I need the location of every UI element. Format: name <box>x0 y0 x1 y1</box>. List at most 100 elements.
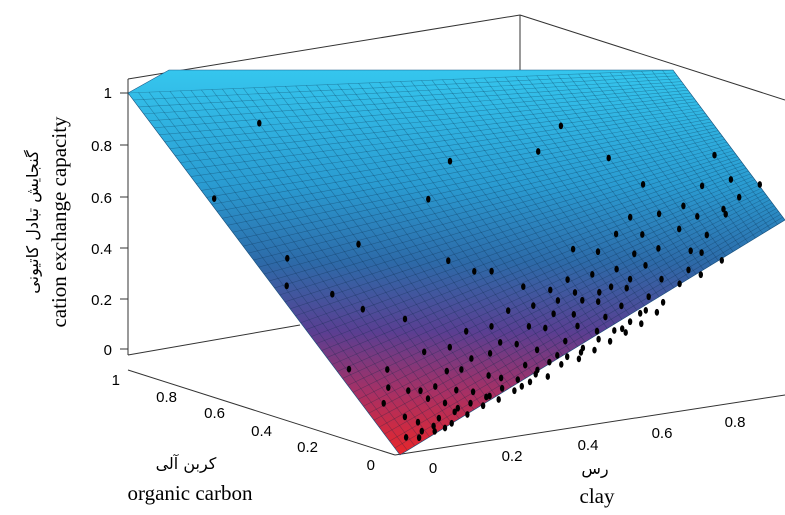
mesh-line <box>557 74 704 270</box>
data-point <box>624 284 629 292</box>
data-point <box>606 154 611 162</box>
mesh-line <box>264 87 497 397</box>
x-axis: 0 0.2 0.4 0.6 0.8 <box>429 414 746 477</box>
data-point <box>656 210 662 218</box>
mesh-line <box>138 75 678 108</box>
data-point <box>498 374 504 382</box>
mesh-line <box>326 84 541 370</box>
data-point <box>523 361 528 369</box>
mesh-line <box>201 89 453 424</box>
data-point <box>444 367 449 375</box>
data-point <box>496 396 501 403</box>
data-point <box>531 302 536 309</box>
data-point <box>545 373 550 380</box>
data-point <box>486 372 491 379</box>
mesh-line <box>494 77 660 298</box>
data-point <box>575 322 580 330</box>
mesh-line <box>347 190 764 386</box>
mesh-line <box>237 130 719 240</box>
data-point <box>580 344 586 352</box>
data-point <box>514 340 519 348</box>
data-point <box>646 293 651 301</box>
mesh-line <box>180 98 695 163</box>
z-tick-label: 0.8 <box>91 138 112 155</box>
data-point <box>468 399 473 407</box>
data-point <box>627 318 633 326</box>
mesh-line <box>363 199 771 407</box>
z-tick-label: 0 <box>104 342 112 359</box>
mesh-line <box>588 73 727 257</box>
data-point <box>659 275 664 283</box>
mesh-line <box>284 86 512 388</box>
data-point <box>639 320 644 328</box>
data-point <box>487 392 492 400</box>
x-tick-label: 0 <box>429 460 437 477</box>
y-tick-label: 0.4 <box>251 423 272 440</box>
mesh-line <box>609 72 741 248</box>
mesh-line <box>216 118 710 212</box>
mesh-line <box>316 84 534 374</box>
mesh-line <box>154 84 684 129</box>
data-point <box>512 387 517 395</box>
data-point <box>686 266 691 274</box>
mesh-line <box>305 85 527 379</box>
data-point <box>660 298 666 306</box>
data-point <box>698 271 703 279</box>
mesh-line <box>222 88 467 415</box>
z-axis-label-fa: گنجایش تبادل کاتیونی <box>23 150 43 294</box>
mesh-line <box>159 91 423 442</box>
data-point <box>536 148 541 155</box>
z-tick-label: 0.2 <box>91 292 112 309</box>
mesh-line <box>164 89 689 143</box>
data-point <box>498 339 503 346</box>
z-axis-label: cation exchange capacity <box>47 116 71 328</box>
data-point <box>643 262 648 269</box>
data-point <box>484 393 489 401</box>
z-axis: 1 0.8 0.6 0.4 0.2 0 <box>91 85 128 359</box>
data-point <box>555 352 560 359</box>
mesh-line <box>358 196 768 400</box>
x-tick-label: 0.4 <box>578 437 599 454</box>
data-point <box>356 240 361 248</box>
mesh-line <box>316 173 751 344</box>
data-point <box>425 395 431 402</box>
data-point <box>433 383 438 390</box>
data-point <box>447 157 453 165</box>
y-tick-label: 0.8 <box>156 389 177 406</box>
mesh-line <box>358 83 564 356</box>
mesh-line <box>138 92 408 451</box>
data-point <box>619 302 624 310</box>
x-tick-label: 0.8 <box>725 414 746 431</box>
data-point <box>565 353 570 361</box>
data-point <box>632 250 637 258</box>
data-point <box>563 337 568 345</box>
data-point <box>415 418 421 426</box>
data-point <box>681 202 686 210</box>
mesh-line <box>279 153 736 296</box>
mesh-line <box>232 88 475 410</box>
data-point <box>521 283 526 290</box>
mesh-line <box>378 208 777 428</box>
mesh-line <box>274 150 734 289</box>
axes-box <box>127 14 785 456</box>
data-point <box>402 413 408 421</box>
data-point <box>465 411 470 418</box>
mesh-line <box>243 87 482 406</box>
data-point <box>571 311 576 318</box>
mesh-line <box>452 79 630 316</box>
mesh-line <box>295 162 743 317</box>
mesh-line <box>211 89 460 420</box>
data-point <box>592 346 597 354</box>
data-point <box>212 195 217 203</box>
data-point <box>416 434 422 442</box>
y-axis-label-fa: کربن آلی <box>156 454 217 474</box>
data-point <box>723 210 728 218</box>
data-point <box>603 313 608 321</box>
mesh-line <box>128 92 401 455</box>
mesh-line <box>567 74 712 266</box>
mesh-line <box>526 76 682 284</box>
data-point <box>526 323 532 330</box>
data-point <box>489 267 494 275</box>
data-point <box>548 286 553 294</box>
data-point <box>470 388 476 396</box>
